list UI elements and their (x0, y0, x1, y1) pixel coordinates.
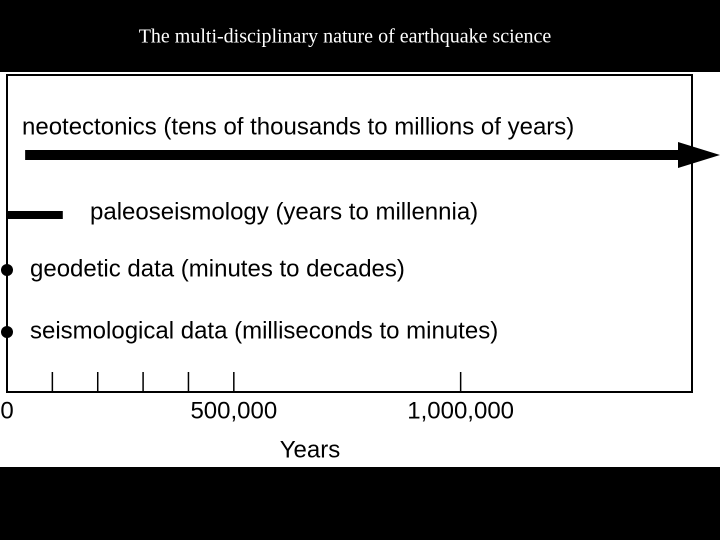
chart-area (0, 72, 720, 467)
range-bar (7, 211, 63, 219)
x-axis-label: Years (280, 436, 341, 463)
arrow-head (678, 142, 720, 168)
point (1, 326, 13, 338)
point (1, 264, 13, 276)
series-label: neotectonics (tens of thousands to milli… (22, 113, 574, 140)
arrow-shaft (25, 150, 681, 160)
series-label: geodetic data (minutes to decades) (30, 255, 405, 282)
frame (6, 74, 693, 393)
x-tick-label: 500,000 (190, 397, 277, 424)
chart-title: The multi-disciplinary nature of earthqu… (139, 26, 552, 48)
series-label: paleoseismology (years to millennia) (90, 198, 478, 225)
x-tick-label: 1,000,000 (407, 397, 514, 424)
x-tick-label: 0 (0, 397, 13, 424)
series-label: seismological data (milliseconds to minu… (30, 317, 498, 344)
